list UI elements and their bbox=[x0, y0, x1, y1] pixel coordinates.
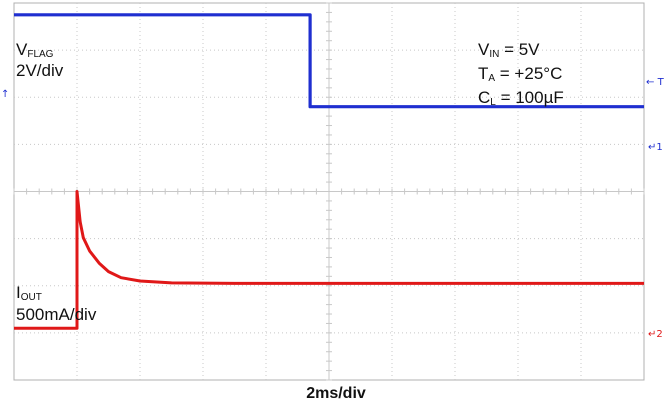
ch1-ground-marker: ↵1 bbox=[648, 142, 663, 153]
right-trigger-marker: ← T bbox=[646, 77, 664, 88]
vflag-label: VFLAG bbox=[16, 40, 54, 61]
iout-scale-label: 500mA/div bbox=[16, 305, 97, 324]
left-trigger-marker: ↑ bbox=[1, 89, 10, 100]
time-scale-label: 2ms/div bbox=[306, 385, 366, 402]
trace-vflag bbox=[14, 13, 644, 109]
vflag-scale-label: 2V/div bbox=[16, 61, 64, 80]
iout-label: IOUT bbox=[16, 283, 42, 304]
ch2-ground-marker: ↵2 bbox=[648, 329, 663, 340]
vin-condition: VIN = 5V bbox=[478, 40, 540, 61]
ta-condition: TA = +25°C bbox=[478, 64, 563, 85]
cl-condition: CL = 100µF bbox=[478, 88, 564, 109]
trace-iout bbox=[14, 190, 644, 330]
trace-group bbox=[14, 13, 644, 330]
